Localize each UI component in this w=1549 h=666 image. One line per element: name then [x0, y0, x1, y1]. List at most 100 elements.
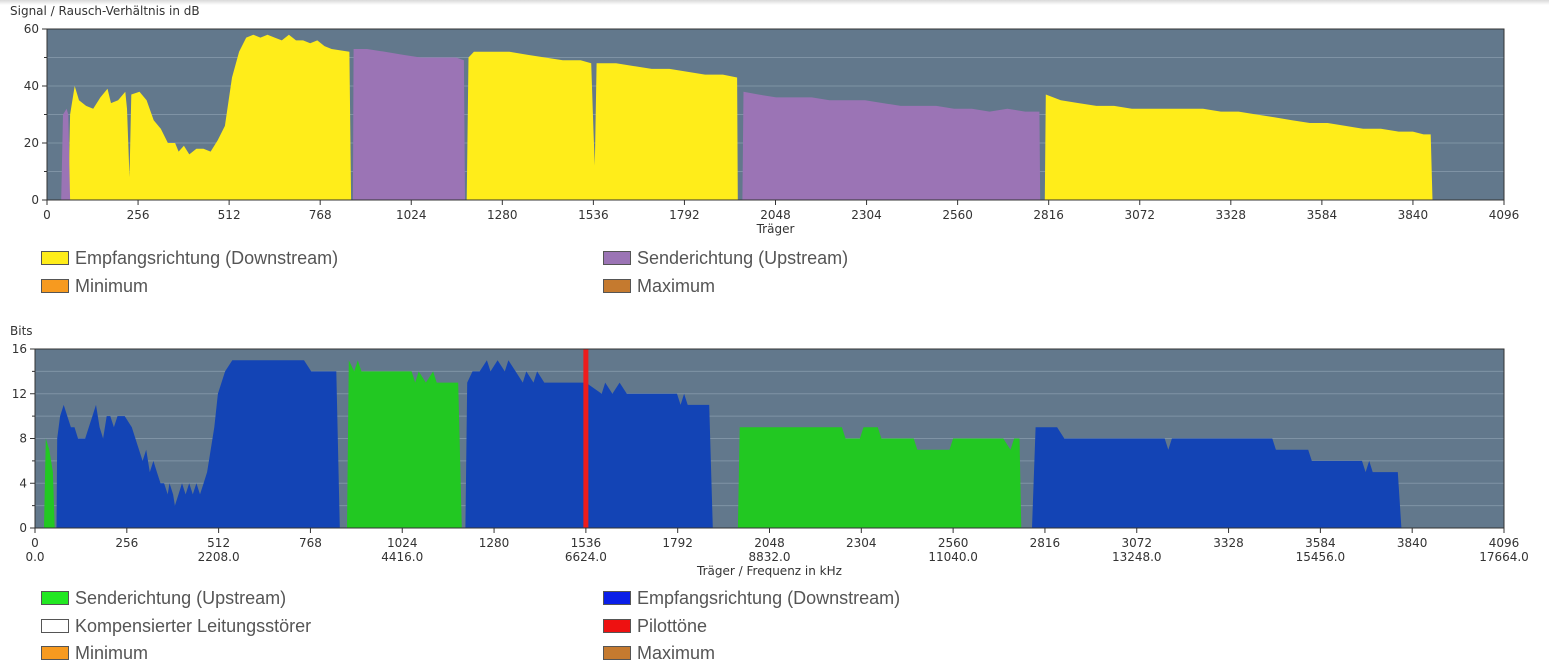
area-0-1	[466, 51, 738, 200]
x-tick-label: 3584	[1307, 208, 1338, 222]
window-top-edge	[0, 0, 1549, 5]
legend-label: Pilottöne	[637, 615, 708, 636]
x-tick-label: 3072	[1121, 536, 1152, 550]
x-tick-label: 768	[299, 536, 322, 550]
x-tick-label: 2048	[760, 208, 791, 222]
x-tick-label: 1280	[487, 208, 518, 222]
x-tick-label: 2816	[1030, 536, 1061, 550]
area-1-2	[1032, 427, 1402, 528]
y-tick-label: 8	[19, 432, 27, 446]
y-tick-label: 0	[19, 521, 27, 535]
legend-swatch	[603, 619, 631, 633]
snr-chart-ylabel: Signal / Rausch-Verhältnis in dB	[10, 4, 200, 18]
area-0-0	[68, 34, 352, 201]
x-tick-label: 768	[309, 208, 332, 222]
x-tick-label: 2304	[846, 536, 877, 550]
legend-label: Minimum	[75, 642, 149, 663]
x-freq-tick-label: 17664.0	[1479, 550, 1529, 564]
x-tick-label: 3584	[1305, 536, 1336, 550]
area-1-1	[465, 360, 713, 528]
legend-item-snr-upstream[interactable]: Senderichtung (Upstream)	[603, 247, 848, 269]
x-tick-label: 2560	[942, 208, 973, 222]
snr-chart: 0 20 40 60 0 256 512 768 1024 1280 1536 1792 2048 230…	[24, 22, 1520, 236]
legend-item-bits-pilot-tones[interactable]: Pilottöne	[603, 615, 707, 637]
x-tick-label: 2304	[851, 208, 882, 222]
legend-swatch	[603, 646, 631, 660]
legend-swatch	[41, 591, 69, 605]
area-1-0	[61, 108, 71, 200]
x-freq-tick-label: 0.0	[25, 550, 44, 564]
legend-label: Minimum	[75, 275, 149, 296]
y-tick-label: 16	[12, 342, 27, 356]
legend-swatch	[603, 251, 631, 265]
x-tick-label: 512	[207, 536, 230, 550]
y-tick-label: 0	[31, 193, 39, 207]
x-tick-label: 1024	[387, 536, 418, 550]
x-tick-label: 256	[127, 208, 150, 222]
x-tick-label: 1792	[669, 208, 700, 222]
legend-item-bits-downstream[interactable]: Empfangsrichtung (Downstream)	[603, 587, 900, 609]
area-1-0	[56, 360, 340, 528]
legend-swatch	[603, 591, 631, 605]
x-tick-label: 2048	[754, 536, 785, 550]
legend-item-bits-compensated-noise[interactable]: Kompensierter Leitungsstörer	[41, 615, 311, 637]
legend-item-bits-minimum[interactable]: Minimum	[41, 642, 148, 664]
x-freq-tick-label: 4416.0	[381, 550, 423, 564]
x-tick-label: 1280	[479, 536, 510, 550]
x-tick-label: 3840	[1397, 536, 1428, 550]
pilot-tone-marker	[583, 349, 589, 528]
area-1-1	[352, 49, 465, 200]
x-freq-tick-label: 2208.0	[198, 550, 240, 564]
x-freq-tick-label: 13248.0	[1112, 550, 1162, 564]
x-tick-label: 4096	[1489, 208, 1520, 222]
x-tick-label: 1792	[662, 536, 693, 550]
legend-label: Kompensierter Leitungsstörer	[75, 615, 312, 636]
legend-swatch	[41, 646, 69, 660]
x-tick-label: 256	[115, 536, 138, 550]
legend-label: Maximum	[637, 642, 716, 663]
x-tick-label: 3072	[1124, 208, 1155, 222]
y-tick-label: 60	[24, 22, 39, 36]
legend-label: Senderichtung (Upstream)	[75, 587, 287, 608]
legend-item-snr-downstream[interactable]: Empfangsrichtung (Downstream)	[41, 247, 338, 269]
x-tick-label: 1536	[571, 536, 602, 550]
x-tick-label: 4096	[1489, 536, 1520, 550]
x-tick-label: 2816	[1033, 208, 1064, 222]
x-freq-tick-label: 11040.0	[928, 550, 978, 564]
x-tick-label: 0	[43, 208, 51, 222]
y-tick-label: 12	[12, 387, 27, 401]
legend-swatch	[41, 279, 69, 293]
legend-swatch	[41, 619, 69, 633]
bits-chart-ylabel: Bits	[10, 324, 33, 338]
area-0-1	[347, 360, 462, 528]
y-tick-label: 40	[24, 79, 39, 93]
x-tick-label: 512	[218, 208, 241, 222]
legend-swatch	[603, 279, 631, 293]
legend-item-bits-upstream[interactable]: Senderichtung (Upstream)	[41, 587, 286, 609]
bits-chart: 0 4 8 12 16 0 256 512 768 1024 1280 1536 1792 2048 230…	[12, 342, 1529, 578]
legend-label: Empfangsrichtung (Downstream)	[75, 247, 339, 268]
x-tick-label: 1024	[396, 208, 427, 222]
area-0-2	[737, 427, 1022, 528]
x-tick-label: 0	[31, 536, 39, 550]
x-tick-label: 2560	[938, 536, 969, 550]
x-axis-label: Träger / Frequenz in kHz	[696, 564, 842, 578]
x-tick-label: 3840	[1398, 208, 1429, 222]
legend-label: Maximum	[637, 275, 716, 296]
x-freq-tick-label: 15456.0	[1296, 550, 1346, 564]
legend-label: Empfangsrichtung (Downstream)	[637, 587, 901, 608]
x-tick-label: 1536	[578, 208, 609, 222]
legend-label: Senderichtung (Upstream)	[637, 247, 849, 268]
legend-item-snr-maximum[interactable]: Maximum	[603, 275, 715, 297]
legend-swatch	[41, 251, 69, 265]
area-0-2	[1044, 94, 1433, 200]
x-tick-label: 3328	[1216, 208, 1247, 222]
area-1-2	[742, 91, 1041, 200]
legend-item-bits-maximum[interactable]: Maximum	[603, 642, 715, 664]
x-freq-tick-label: 8832.0	[749, 550, 791, 564]
area-0-0	[44, 438, 55, 528]
x-axis-label: Träger	[756, 222, 795, 236]
x-tick-label: 3328	[1213, 536, 1244, 550]
legend-item-snr-minimum[interactable]: Minimum	[41, 275, 148, 297]
y-tick-label: 4	[19, 476, 27, 490]
